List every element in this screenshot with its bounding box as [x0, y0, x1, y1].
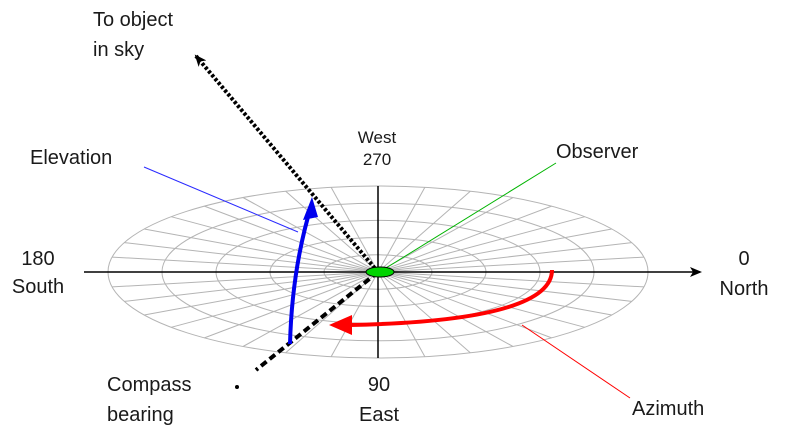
grid-spoke [171, 216, 379, 273]
azimuth-leader [521, 324, 631, 399]
east-degrees-label: 90 [367, 374, 391, 396]
grid-spoke [144, 228, 379, 273]
grid-spoke [377, 187, 426, 273]
grid-spoke [377, 271, 471, 354]
grid-spoke [144, 271, 379, 316]
compass-bearing-line [254, 270, 380, 372]
to-object-label-line1: To object [93, 9, 174, 31]
south-label: South [11, 276, 65, 298]
line-of-sight [194, 54, 380, 274]
to-object-label-line2: in sky [93, 39, 145, 61]
grid-spoke [377, 271, 426, 357]
grid-spoke [285, 190, 379, 273]
grid-spoke [242, 197, 379, 273]
grid-spoke [377, 271, 552, 339]
azimuth-arrowhead [329, 315, 352, 335]
grid-spoke [377, 216, 585, 273]
grid-spoke [124, 271, 379, 302]
compass-bearing-dot [235, 385, 239, 389]
compass-bearing-label-line2: bearing [107, 404, 174, 426]
west-label: West [357, 128, 397, 147]
north-degrees-label: 0 [738, 248, 750, 270]
grid-spoke [377, 271, 514, 347]
east-label: East [358, 404, 400, 426]
elevation-arc [288, 202, 314, 345]
grid-spoke [112, 256, 379, 273]
observer-leader [385, 162, 557, 269]
grid-spoke [330, 187, 379, 273]
elevation-label: Elevation [30, 147, 113, 169]
grid-spoke [377, 256, 644, 273]
grid-spoke [377, 271, 585, 328]
grid-spoke [377, 228, 612, 273]
azimuth-label: Azimuth [632, 398, 705, 420]
grid-spoke [377, 205, 552, 273]
north-label: North [719, 278, 769, 300]
west-degrees-label: 270 [362, 150, 392, 169]
grid-spoke [377, 242, 632, 273]
grid-spoke [242, 271, 379, 347]
observer-marker [365, 266, 395, 278]
grid-spoke [330, 271, 379, 357]
grid-spoke [377, 271, 644, 288]
compass-bearing-label-line1: Compass [107, 374, 192, 396]
elevation-leader [143, 166, 299, 233]
grid-spoke [377, 190, 471, 273]
azimuth-arc [349, 269, 554, 327]
grid-spoke [204, 205, 379, 273]
grid-spoke [377, 271, 612, 316]
observer-label: Observer [556, 141, 639, 163]
grid-spoke [171, 271, 379, 328]
grid-spoke [112, 271, 379, 288]
elevation-arrowhead [303, 197, 318, 220]
grid-spoke [285, 271, 379, 354]
south-degrees-label: 180 [21, 248, 55, 270]
grid-spoke [377, 271, 632, 302]
grid-spoke [124, 242, 379, 273]
